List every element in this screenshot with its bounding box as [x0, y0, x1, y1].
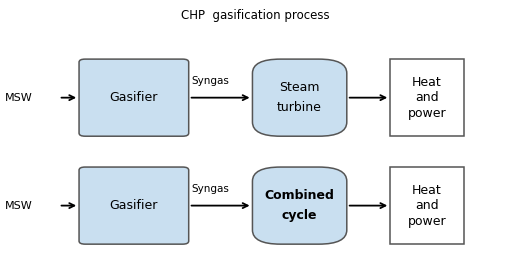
Text: Steam: Steam: [279, 81, 319, 94]
Text: MSW: MSW: [5, 201, 33, 210]
Text: turbine: turbine: [277, 102, 321, 114]
Text: Gasifier: Gasifier: [109, 91, 158, 104]
FancyBboxPatch shape: [389, 167, 463, 244]
FancyBboxPatch shape: [252, 59, 346, 136]
Text: Combined: Combined: [264, 189, 334, 202]
FancyBboxPatch shape: [79, 167, 188, 244]
Text: Heat: Heat: [411, 184, 441, 197]
Text: Heat: Heat: [411, 76, 441, 89]
Text: and: and: [414, 91, 438, 104]
FancyBboxPatch shape: [389, 59, 463, 136]
FancyBboxPatch shape: [252, 167, 346, 244]
Text: and: and: [414, 199, 438, 212]
Text: MSW: MSW: [5, 93, 33, 103]
Text: Gasifier: Gasifier: [109, 199, 158, 212]
Text: power: power: [407, 215, 445, 227]
Text: CHP  gasification process: CHP gasification process: [180, 9, 329, 22]
FancyBboxPatch shape: [79, 59, 188, 136]
Text: Syngas: Syngas: [191, 184, 229, 194]
Text: Syngas: Syngas: [191, 76, 229, 86]
Text: cycle: cycle: [281, 209, 317, 222]
Text: power: power: [407, 107, 445, 120]
